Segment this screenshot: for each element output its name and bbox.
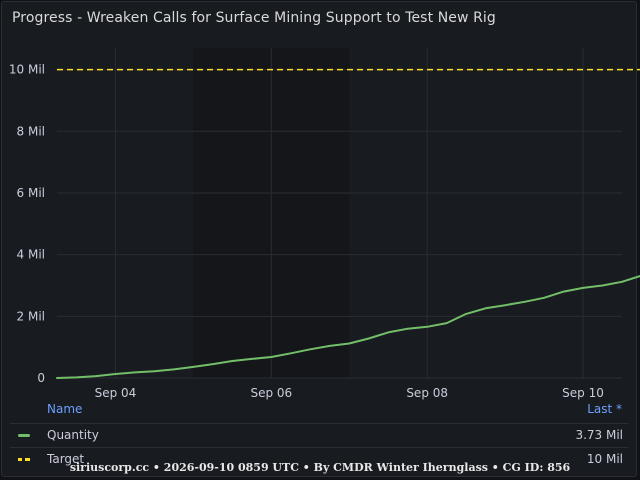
y-tick-label: 2 Mil xyxy=(17,309,45,323)
legend-header: Name Last * xyxy=(0,402,640,420)
y-tick-label: 4 Mil xyxy=(17,248,45,262)
legend-swatch-quantity xyxy=(18,434,30,437)
x-tick-label: Sep 06 xyxy=(250,386,292,400)
legend-name-header[interactable]: Name xyxy=(47,402,83,416)
legend-label-quantity: Quantity xyxy=(47,428,99,442)
y-tick-label: 8 Mil xyxy=(17,124,45,138)
legend-label-target: Target xyxy=(47,452,85,466)
series-line-quantity xyxy=(56,275,640,379)
x-tick-label: Sep 04 xyxy=(95,386,137,400)
x-tick-label: Sep 08 xyxy=(406,386,448,400)
legend-swatch-target xyxy=(18,458,30,461)
y-tick-label: 6 Mil xyxy=(17,186,45,200)
y-tick-label: 0 xyxy=(37,371,45,385)
legend-row-quantity[interactable]: Quantity 3.73 Mil xyxy=(10,423,628,447)
line-chart: 0 2 Mil 4 Mil 6 Mil 8 Mil 10 Mil Sep 04 Sep 06 S… xyxy=(9,48,640,400)
legend-row-target[interactable]: Target 10 Mil xyxy=(10,447,628,471)
legend-value-target: 10 Mil xyxy=(586,452,623,466)
panel-title: Progress - Wreaken Calls for Surface Min… xyxy=(12,10,496,26)
x-tick-label: Sep 10 xyxy=(562,386,604,400)
legend-value-quantity: 3.73 Mil xyxy=(575,428,623,442)
footer-credits: siriuscorp.cc • 2026-09-10 0859 UTC • By… xyxy=(69,461,571,474)
y-tick-label: 10 Mil xyxy=(9,63,45,77)
legend-last-header[interactable]: Last * xyxy=(587,402,622,416)
